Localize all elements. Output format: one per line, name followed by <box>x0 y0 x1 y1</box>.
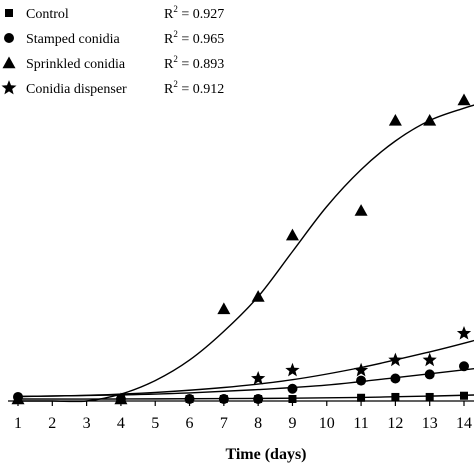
x-tick-label: 11 <box>353 415 368 432</box>
data-point-triangle <box>217 302 231 315</box>
data-point-square <box>425 392 434 401</box>
x-tick-label: 6 <box>186 415 194 432</box>
legend-item-triangle: Sprinkled conidia R2 = 0.893 <box>2 54 224 72</box>
data-point-star <box>388 352 403 367</box>
data-point-triangle <box>457 93 471 106</box>
x-tick-label: 8 <box>254 415 262 432</box>
data-point-triangle <box>354 204 368 216</box>
x-tick-label: 3 <box>83 415 91 432</box>
data-point-star <box>456 326 472 340</box>
legend-r2: R2 = 0.912 <box>164 79 224 97</box>
legend-r2: R2 = 0.965 <box>164 29 224 47</box>
legend-r2: R2 = 0.927 <box>164 4 224 22</box>
data-point-circle <box>459 361 469 372</box>
x-tick-label: 14 <box>456 415 472 432</box>
legend-item-square: Control R2 = 0.927 <box>5 4 224 22</box>
x-tick-label: 10 <box>319 415 335 432</box>
data-point-circle <box>424 369 435 380</box>
data-point-triangle <box>423 113 437 126</box>
legend-item-circle: Stamped conidia R2 = 0.965 <box>4 29 224 47</box>
data-point-circle <box>287 383 298 394</box>
legend-marker-circle <box>4 33 14 43</box>
data-point-square <box>288 395 297 403</box>
fit-line-circle <box>17 368 474 398</box>
x-tick-label: 2 <box>48 415 56 432</box>
legend-marker-square <box>5 9 13 17</box>
legend-marker-star <box>1 80 17 95</box>
legend-item-star: Conidia dispenser R2 = 0.912 <box>1 79 224 97</box>
data-point-star <box>353 362 369 377</box>
legend-label: Control <box>26 7 69 22</box>
data-point-triangle <box>388 113 402 126</box>
fit-line-star <box>17 339 474 398</box>
data-point-star <box>285 362 300 377</box>
x-tick-label: 7 <box>220 415 228 432</box>
fit-lines <box>17 104 474 403</box>
x-tick-label: 5 <box>151 415 159 432</box>
x-tick-label: 9 <box>288 415 296 432</box>
data-point-triangle <box>285 228 299 241</box>
data-point-circle <box>390 373 401 384</box>
data-point-triangle <box>251 290 265 302</box>
legend: Control R2 = 0.927 Stamped conidia R2 = 0.9… <box>1 4 224 97</box>
legend-label: Sprinkled conidia <box>26 57 126 72</box>
x-tick-label: 13 <box>422 415 438 432</box>
data-markers <box>11 93 472 405</box>
data-point-star <box>251 371 266 385</box>
x-tick-label: 1 <box>14 415 22 432</box>
data-point-square <box>391 392 400 401</box>
x-tick-label: 4 <box>117 415 125 432</box>
data-point-star <box>422 352 437 367</box>
data-point-square <box>460 391 468 400</box>
x-axis-label: Time (days) <box>225 446 306 463</box>
legend-r2: R2 = 0.893 <box>164 54 224 72</box>
legend-label: Stamped conidia <box>26 32 120 47</box>
data-point-circle <box>356 375 367 386</box>
legend-label: Conidia dispenser <box>26 82 127 97</box>
legend-marker-triangle <box>2 56 16 69</box>
x-axis: 1 2 3 4 5 6 7 8 9 10 11 12 13 14 <box>8 400 474 432</box>
x-tick-label: 12 <box>387 415 403 432</box>
data-point-square <box>357 393 366 402</box>
